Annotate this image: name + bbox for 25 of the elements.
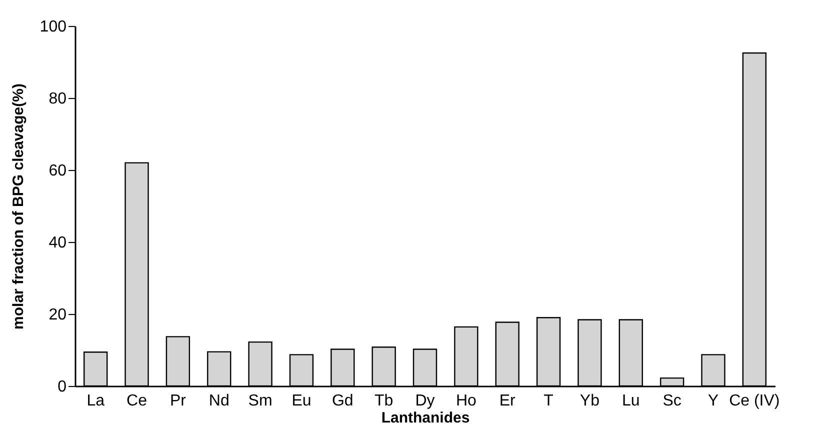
y-tick-label: 0 <box>58 378 67 396</box>
y-tick-label: 60 <box>48 162 67 180</box>
x-tick-label: T <box>544 392 554 410</box>
x-tick-label: Ho <box>456 392 477 410</box>
x-tick-label: Y <box>708 392 719 410</box>
y-tick-label: 20 <box>48 306 67 324</box>
x-tick-label: Yb <box>580 392 600 410</box>
x-tick-label: Eu <box>292 392 312 410</box>
x-tick-label: Er <box>499 392 516 410</box>
y-tick-label: 40 <box>48 234 67 252</box>
x-tick-label: Sm <box>248 392 272 410</box>
x-tick-label: Sc <box>662 392 682 410</box>
x-tick-label: Gd <box>332 392 354 410</box>
x-axis-title: Lanthanides <box>381 410 470 426</box>
x-tick-label: Lu <box>622 392 640 410</box>
x-tick-label: Nd <box>208 392 230 410</box>
x-tick-label: Tb <box>374 392 394 410</box>
x-tick-label: Ce <box>126 392 148 410</box>
x-tick-label: Pr <box>170 392 187 410</box>
y-tick-label: 100 <box>40 18 67 36</box>
y-axis-title: molar fraction of BPG cleavage(%) <box>10 84 27 330</box>
x-tick-label: Dy <box>415 392 435 410</box>
x-tick-label: Ce (IV) <box>729 392 780 410</box>
y-tick-label: 80 <box>48 90 67 108</box>
x-tick-label: La <box>86 392 105 410</box>
